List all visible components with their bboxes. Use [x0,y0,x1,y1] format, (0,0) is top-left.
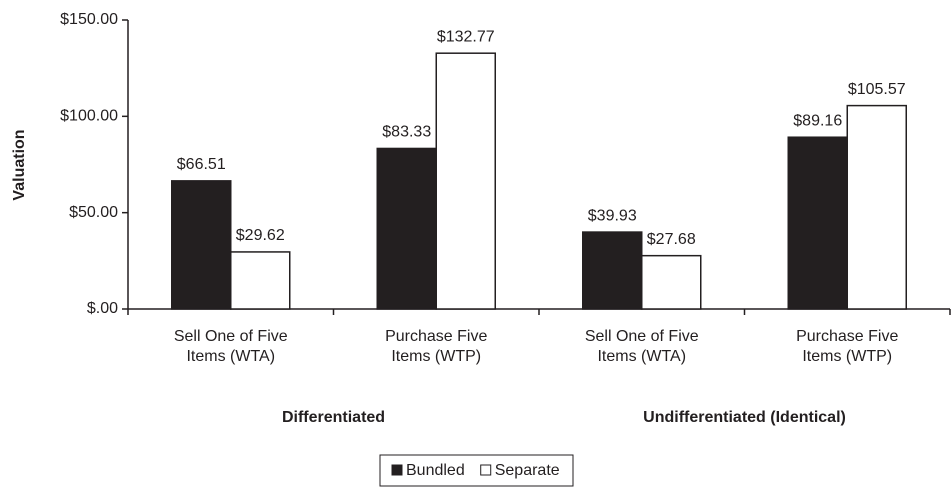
x-tick-label: Sell One of Five Items (WTA) [584,328,699,365]
bar [787,136,848,310]
value-label: $89.16 [793,112,842,129]
bar [376,147,437,310]
x-tick-label: Purchase Five Items (WTP) [385,328,488,365]
x-tick-label: Purchase Five Items (WTP) [796,328,899,365]
x-tick-label: Sell One of Five Items (WTA) [173,328,288,365]
bar [846,104,907,310]
bar [230,251,291,310]
legend-label: Bundled [406,462,465,479]
bar [641,254,702,310]
value-label: $83.33 [382,124,431,141]
group-label: Differentiated [282,409,385,426]
y-tick-label: $.00 [87,300,118,317]
legend-swatch [480,464,492,476]
y-tick-label: $50.00 [69,204,118,221]
legend-swatch [391,464,403,476]
bar [171,180,232,310]
value-label: $66.51 [177,156,226,173]
legend-box [379,454,574,487]
y-axis-label: Valuation [11,129,28,200]
bar [582,231,643,310]
value-label: $105.57 [848,81,906,98]
bar [435,52,496,310]
group-label: Undifferentiated (Identical) [643,409,846,426]
value-label: $29.62 [236,227,285,244]
legend-label: Separate [495,462,560,479]
value-label: $27.68 [647,231,696,248]
y-tick-label: $100.00 [60,108,118,125]
value-label: $39.93 [588,207,637,224]
y-tick-label: $150.00 [60,11,118,28]
value-label: $132.77 [437,28,495,45]
